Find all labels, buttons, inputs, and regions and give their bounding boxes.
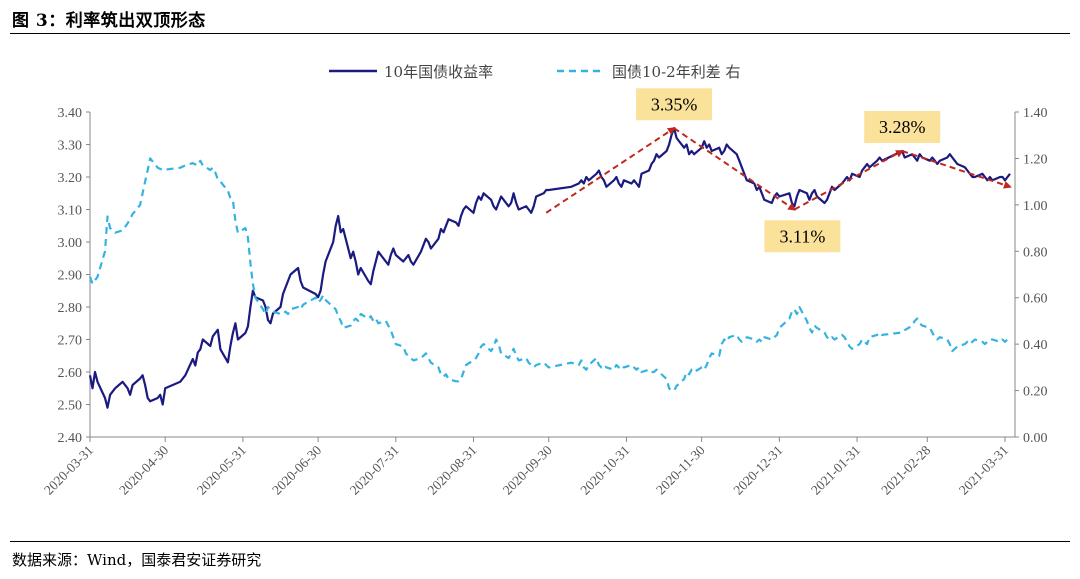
x-tick-label: 2020-04-30 [116,442,171,497]
y-right-tick-label: 0.40 [1023,338,1048,353]
x-tick-label: 2020-12-31 [730,443,785,498]
annotation-label: 3.35% [651,94,698,114]
y-left-tick-label: 2.50 [58,399,83,414]
y-right-tick-label: 0.00 [1023,431,1048,446]
top-rule [10,33,1070,34]
x-tick-label: 2021-03-31 [956,443,1011,498]
x-tick-label: 2020-09-30 [500,442,555,497]
y-left-tick-label: 2.70 [58,334,83,349]
x-tick-label: 2020-03-31 [41,443,96,498]
y-left-tick-label: 3.40 [58,106,83,121]
annotations: 3.35% 3.11% 3.28% [636,88,941,253]
x-tick-label: 2020-10-31 [577,443,632,498]
y-right-tick-label: 1.20 [1023,152,1048,167]
x-tick-label: 2021-01-31 [808,443,863,498]
bottom-rule [10,541,1070,542]
y-left-tick-label: 2.60 [58,366,83,381]
y-left-tick-label: 3.10 [58,204,83,219]
trend-arrow [545,127,676,214]
x-tick-label: 2020-05-31 [194,443,249,498]
y-right-tick-label: 0.20 [1023,385,1048,400]
chart: 10年国债收益率 国债10-2年利差 右 2.40 2.50 2.60 2.70 2.80… [41,63,1048,498]
annotation-label: 3.28% [879,117,926,137]
annotation-box [864,111,941,143]
y-left-tick-label: 2.90 [58,269,83,284]
y-left-tick-label: 2.40 [58,431,83,446]
trend-arrow [673,127,797,211]
trend-arrow [901,150,1012,189]
trend-arrows [545,127,1012,214]
y-right-tick-label: 0.80 [1023,245,1048,260]
x-tick-label: 2021-02-28 [878,442,933,497]
figure-title: 图 3：利率筑出双顶形态 [12,11,206,31]
y-left-tick-label: 3.20 [58,171,83,186]
series-line-10y-yield [88,127,1011,409]
annotation-label: 3.11% [779,226,825,246]
x-tick-label: 2020-07-31 [347,443,402,498]
y-right-tick-label: 1.00 [1023,199,1048,214]
y-right-tick-label: 0.60 [1023,292,1048,307]
annotation-box [636,88,713,121]
y-left-tick-label: 3.00 [58,236,83,251]
legend-label-10y-yield: 10年国债收益率 [384,63,493,81]
x-tick-label: 2020-06-30 [269,442,324,497]
y-left-tick-label: 2.80 [58,301,83,316]
source-note: 数据来源：Wind，国泰君安证券研究 [12,551,262,569]
y-right-tick-label: 1.40 [1023,106,1048,121]
annotation-box [764,220,841,253]
series-layer [88,127,1011,409]
y-left-tick-label: 3.30 [58,139,83,154]
axes: 2.40 2.50 2.60 2.70 2.80 2.90 3.00 3.10 3.20 3.30… [41,106,1048,498]
series-line-10-2-spread [88,157,1010,392]
trend-arrow [793,150,904,211]
x-tick-label: 2020-08-31 [425,443,480,498]
legend: 10年国债收益率 国债10-2年利差 右 [329,63,740,81]
legend-label-10-2-spread: 国债10-2年利差 右 [612,63,740,81]
x-tick-label: 2020-11-30 [653,442,708,497]
